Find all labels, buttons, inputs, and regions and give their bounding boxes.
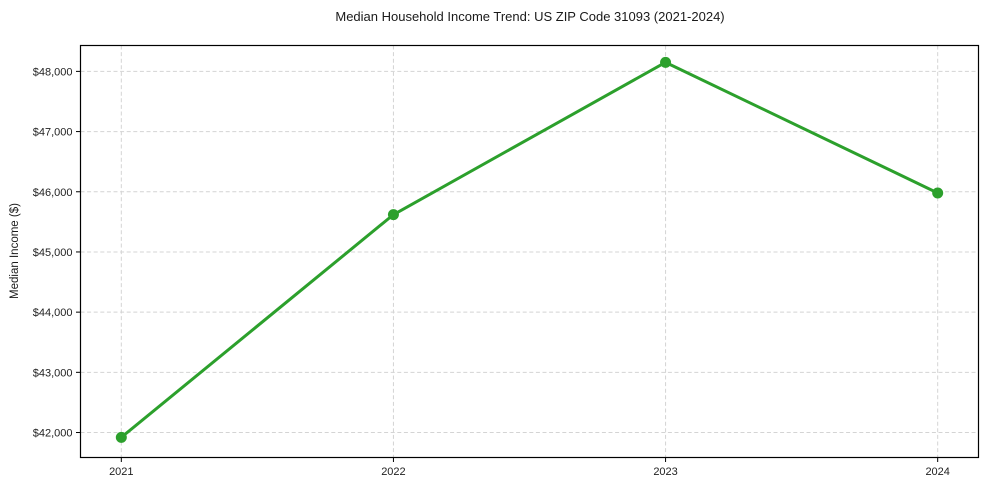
chart-title: Median Household Income Trend: US ZIP Co… [335,9,725,24]
data-point [932,187,944,199]
y-tick-label: $48,000 [33,66,73,78]
trend-line [119,60,940,439]
y-tick-label: $45,000 [33,247,73,259]
x-tick-label: 2022 [381,466,405,478]
data-point [115,431,127,443]
y-tick-label: $46,000 [33,187,73,199]
y-tick-label: $44,000 [33,307,73,319]
y-tick-label: $43,000 [33,367,73,379]
x-tick-label: 2021 [109,466,133,478]
y-tick-label: $42,000 [33,428,73,440]
y-tick-label: $47,000 [33,127,73,139]
x-tick-label: 2023 [653,466,677,478]
data-point [660,56,672,68]
data-point [387,209,399,221]
x-tick-label: 2024 [925,466,949,478]
